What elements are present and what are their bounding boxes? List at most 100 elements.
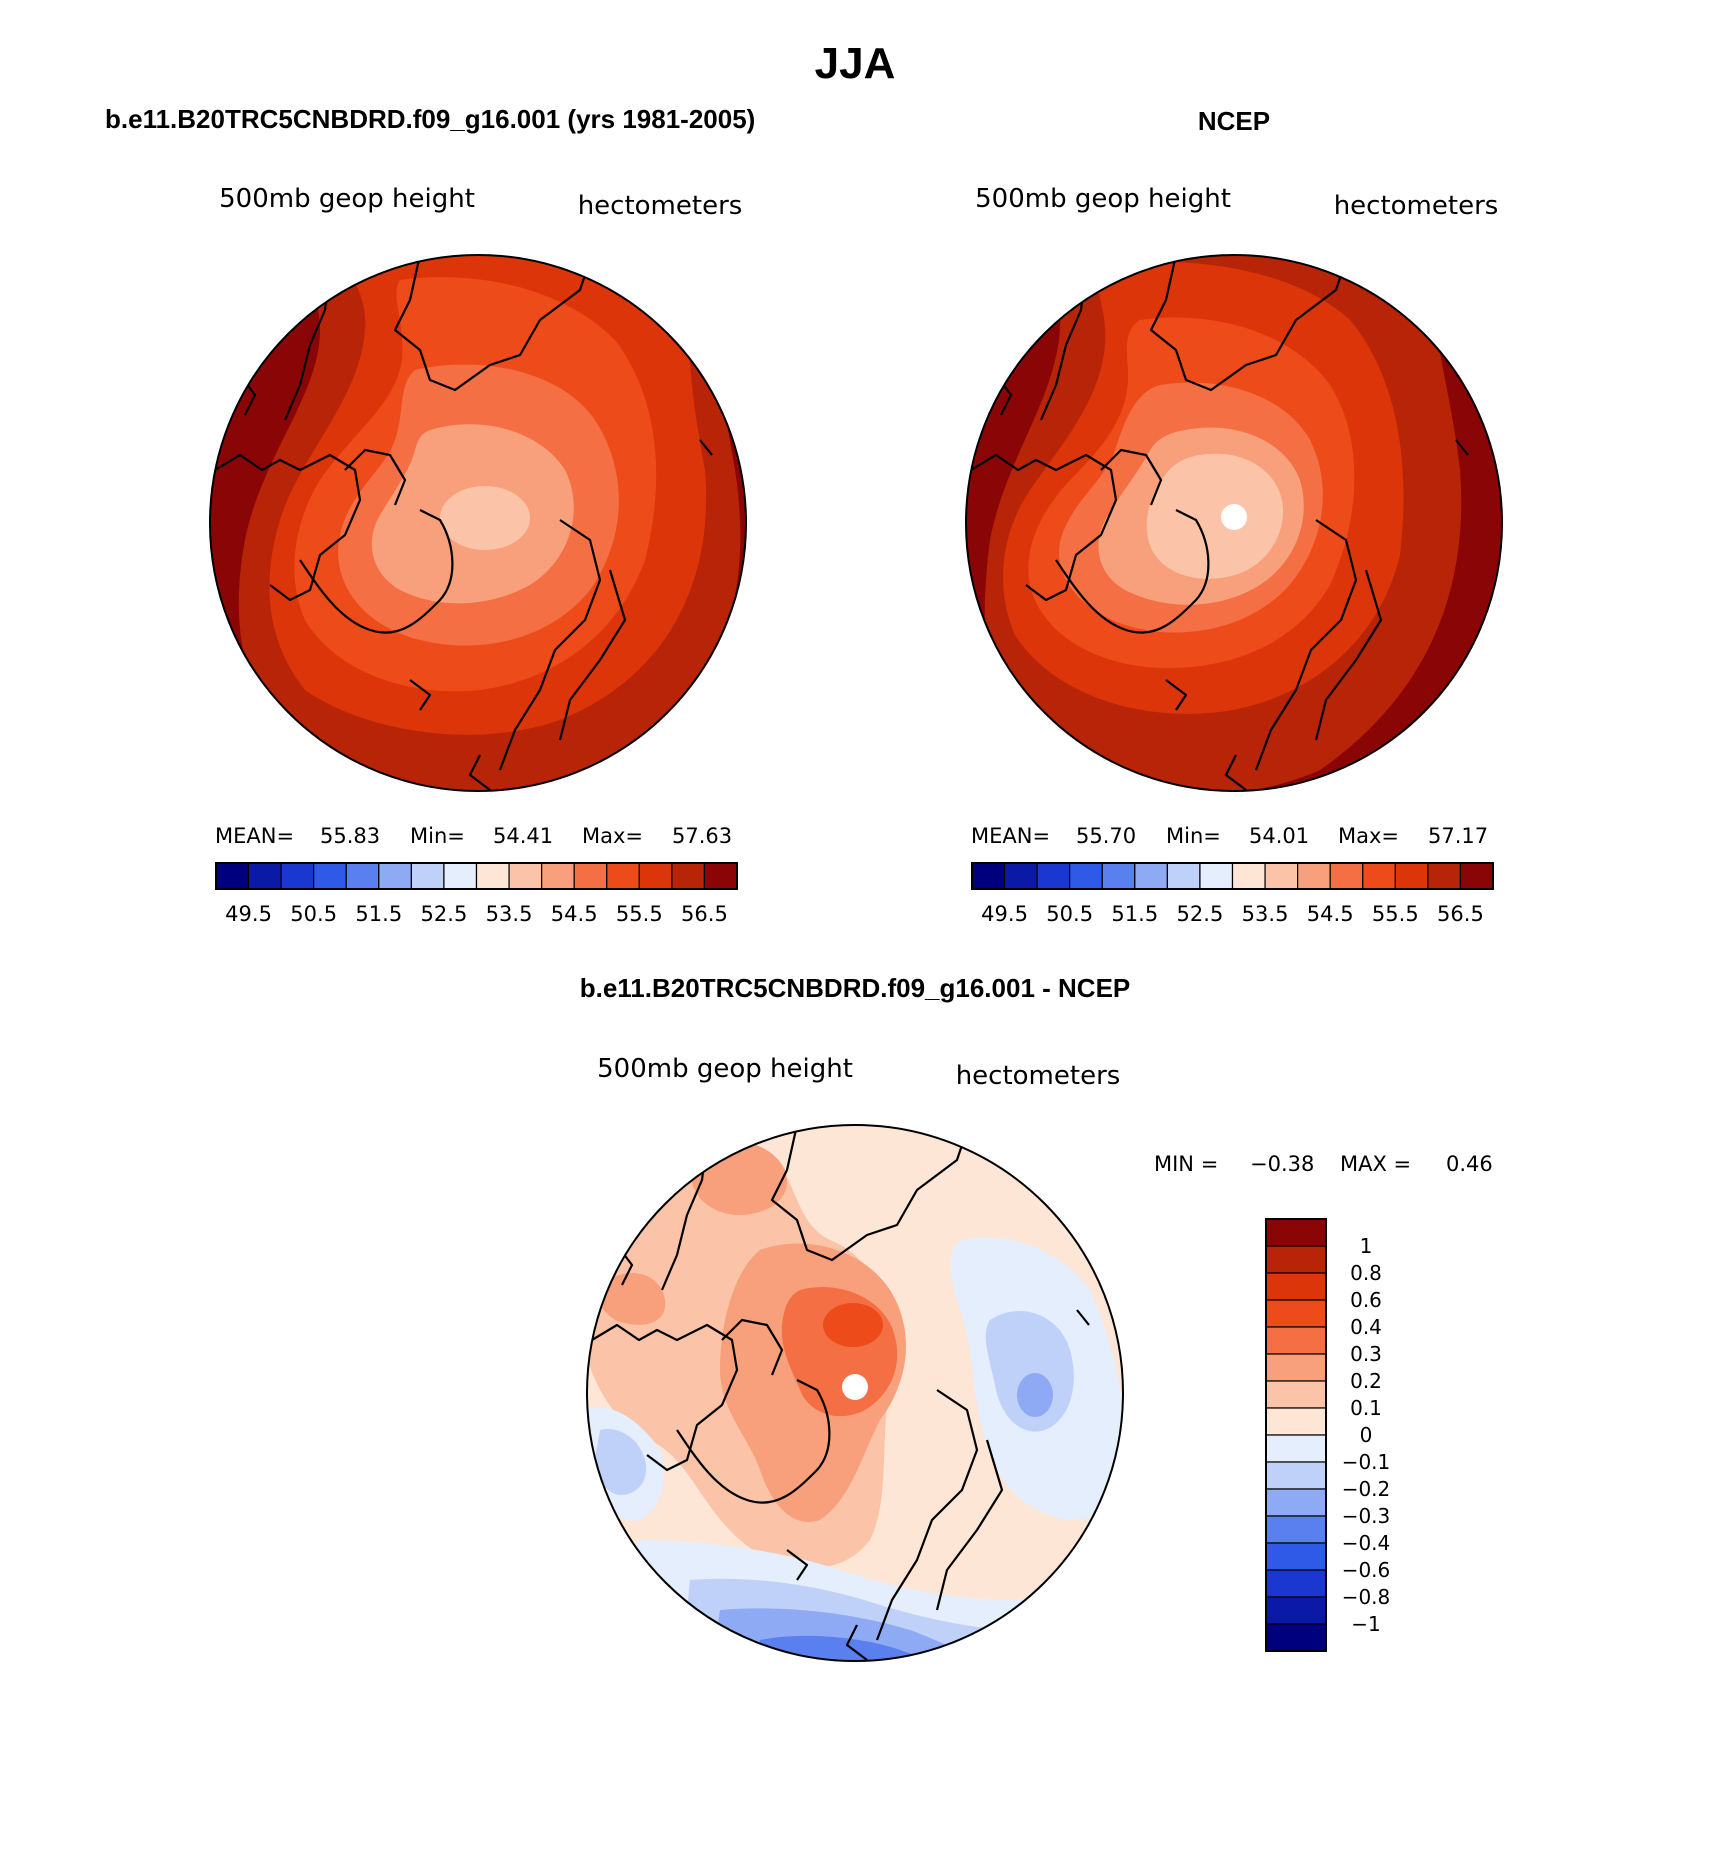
model-mean-value: 55.83: [320, 824, 380, 848]
model-colorbar-tick-label: 52.5: [421, 902, 468, 926]
obs-min-value: 54.01: [1249, 824, 1309, 848]
panel-model-variable-label: 500mb geop height: [219, 184, 475, 214]
model-min-label: Min=: [410, 824, 465, 848]
obs-colorbar-tick-label: 54.5: [1307, 902, 1354, 926]
model-colorbar-ticks: 49.5 50.5 51.5 52.5 53.5 54.5 55.5 56.5: [225, 902, 728, 926]
model-colorbar-swatch: [508, 862, 543, 890]
diff-colorbar-swatch: [1265, 1407, 1327, 1436]
figure-title: JJA: [815, 39, 896, 88]
diff-band-neg-0-1-0-2-west: [595, 1429, 647, 1495]
obs-colorbar-swatch: [1264, 862, 1299, 890]
diff-colorbar-swatch: [1265, 1326, 1327, 1355]
obs-max-value: 57.17: [1428, 824, 1488, 848]
obs-colorbar-swatch: [1199, 862, 1234, 890]
panel-obs-map-outline: [965, 254, 1503, 792]
obs-colorbar-swatch: [1101, 862, 1136, 890]
diff-colorbar-tick-label: −0.6: [1342, 1558, 1391, 1582]
diff-colorbar-tick-label: −0.2: [1342, 1477, 1391, 1501]
obs-colorbar-tick-label: 51.5: [1111, 902, 1158, 926]
model-colorbar-tick-label: 53.5: [486, 902, 533, 926]
panel-obs: 500mb geop height hectometers: [965, 184, 1503, 926]
model-colorbar-swatch: [280, 862, 315, 890]
obs-colorbar-tick-label: 52.5: [1177, 902, 1224, 926]
obs-colorbar-frame: [971, 862, 1494, 890]
obs-colorbar-swatch: [1134, 862, 1168, 890]
obs-colorbar-swatch: [1297, 862, 1331, 890]
panel-diff-title: b.e11.B20TRC5CNBDRD.f09_g16.001 - NCEP: [580, 973, 1131, 1003]
panel-diff: 500mb geop height hectometers: [586, 1054, 1493, 1662]
panel-model-title: b.e11.B20TRC5CNBDRD.f09_g16.001 (yrs 198…: [105, 104, 755, 134]
diff-colorbar-frame: [1265, 1218, 1327, 1652]
obs-colorbar-swatch: [1394, 862, 1429, 890]
panel-obs-variable-label: 500mb geop height: [975, 184, 1231, 214]
obs-max-label: Max=: [1338, 824, 1399, 848]
model-colorbar-swatch: [671, 862, 706, 890]
diff-colorbar-swatch: [1265, 1623, 1327, 1652]
model-colorbar-tick-label: 55.5: [616, 902, 663, 926]
model-colorbar-tick-label: 54.5: [551, 902, 598, 926]
diff-band-0-2-0-3-left: [598, 1273, 666, 1325]
obs-colorbar-ticks: 49.5 50.5 51.5 52.5 53.5 54.5 55.5 56.5: [981, 902, 1484, 926]
diff-colorbar-tick-label: −0.3: [1342, 1504, 1391, 1528]
panel-model-map: [210, 255, 746, 791]
model-colorbar-swatch: [638, 862, 673, 890]
obs-colorbar-tick-label: 49.5: [981, 902, 1028, 926]
diff-colorbar: [1265, 1218, 1327, 1652]
model-colorbar-swatch: [247, 862, 282, 890]
model-coastlines: [214, 255, 713, 791]
panel-obs-units-label: hectometers: [1334, 191, 1499, 221]
diff-colorbar-swatch: [1265, 1218, 1327, 1247]
obs-colorbar-swatch: [1362, 862, 1396, 890]
model-colorbar-tick-label: 51.5: [355, 902, 402, 926]
obs-colorbar-swatch: [1231, 862, 1266, 890]
diff-min-label: MIN =: [1154, 1152, 1218, 1176]
diff-band-neg-0-2-0-3-east: [1017, 1373, 1053, 1417]
obs-colorbar-tick-label: 56.5: [1437, 902, 1484, 926]
diff-colorbar-swatch: [1265, 1245, 1327, 1274]
diff-colorbar-tick-label: −0.4: [1342, 1531, 1391, 1555]
diff-colorbar-swatch: [1265, 1596, 1327, 1625]
diff-colorbar-swatch: [1265, 1272, 1327, 1301]
model-band-53-5: [440, 486, 530, 550]
diff-colorbar-swatch: [1265, 1299, 1327, 1328]
obs-colorbar-tick-label: 50.5: [1046, 902, 1093, 926]
diff-colorbar-swatch: [1265, 1380, 1327, 1409]
diff-max-value: 0.46: [1446, 1152, 1493, 1176]
panel-model: 500mb geop height hectometers: [209, 184, 747, 926]
obs-min-label: Min=: [1166, 824, 1221, 848]
model-colorbar-swatch: [410, 862, 445, 890]
obs-colorbar-swatch: [1069, 862, 1103, 890]
panel-model-units-label: hectometers: [578, 191, 743, 221]
panel-model-map-outline: [209, 254, 747, 792]
model-colorbar-swatch: [541, 862, 575, 890]
diff-colorbar-tick-label: 0.6: [1350, 1288, 1382, 1312]
model-colorbar-swatch: [475, 862, 510, 890]
model-colorbar-swatch: [345, 862, 380, 890]
diff-missing-pole-marker: [842, 1374, 868, 1400]
panel-obs-map: [966, 255, 1502, 791]
diff-colorbar-tick-label: 1: [1360, 1234, 1373, 1258]
model-mean-label: MEAN=: [215, 824, 294, 848]
diff-band-0-4-0-6-center: [823, 1303, 883, 1347]
panel-diff-map: [587, 1125, 1123, 1661]
model-colorbar-swatch: [313, 862, 347, 890]
diff-colorbar-tick-label: −0.8: [1342, 1585, 1391, 1609]
diff-colorbar-swatch: [1265, 1461, 1327, 1490]
diff-colorbar-swatch: [1265, 1434, 1327, 1463]
obs-colorbar-swatch: [1003, 862, 1038, 890]
panel-diff-map-outline: [586, 1124, 1124, 1662]
model-colorbar: [215, 862, 738, 890]
obs-band-53-5: [1146, 453, 1284, 579]
model-colorbar-swatch: [215, 862, 250, 890]
panel-diff-variable-label: 500mb geop height: [597, 1054, 853, 1084]
model-min-value: 54.41: [493, 824, 553, 848]
obs-colorbar-swatch: [1427, 862, 1462, 890]
diff-min-value: −0.38: [1250, 1152, 1314, 1176]
model-max-value: 57.63: [672, 824, 732, 848]
diff-colorbar-swatch: [1265, 1542, 1327, 1571]
diff-colorbar-tick-label: −1: [1351, 1612, 1380, 1636]
diff-colorbar-tick-label: 0.4: [1350, 1315, 1382, 1339]
obs-colorbar-swatch: [1459, 862, 1494, 890]
diff-colorbar-tick-label: 0: [1360, 1423, 1373, 1447]
